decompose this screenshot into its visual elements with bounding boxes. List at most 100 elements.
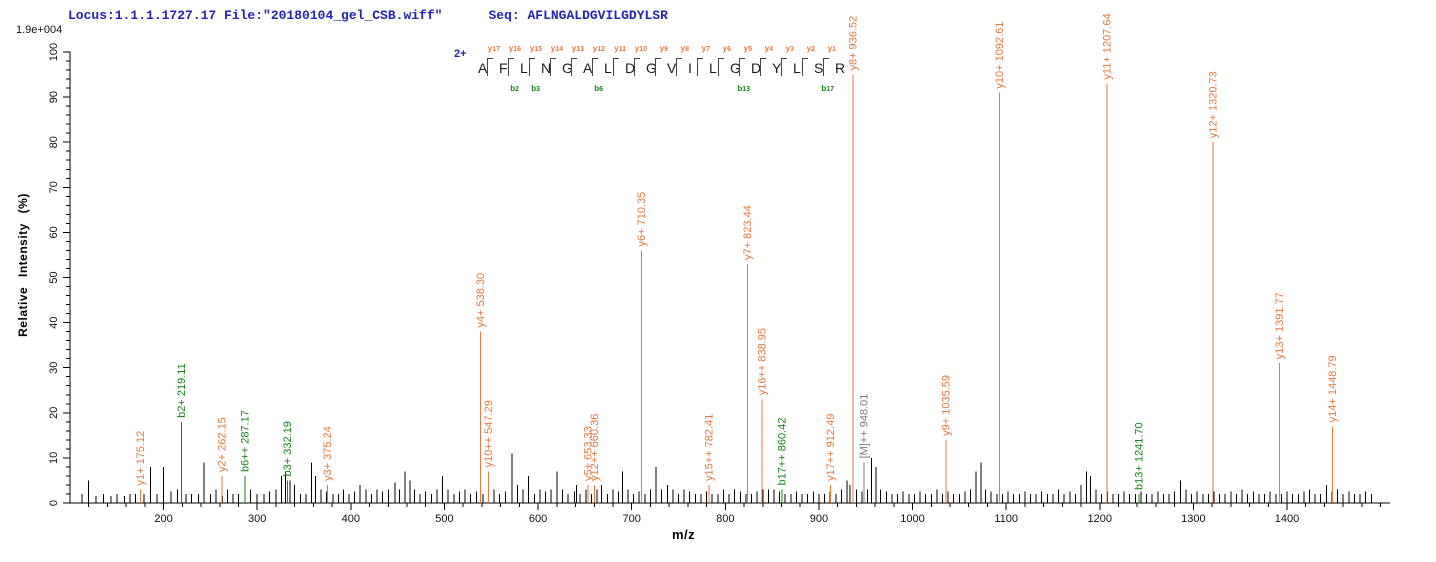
b-ion-ladder-label: b2 bbox=[510, 84, 519, 93]
residue-letter: V bbox=[667, 60, 677, 76]
fragment-peak-label: y9+ 1035.59 bbox=[940, 375, 952, 436]
ion-number: 14 bbox=[555, 46, 563, 53]
y-ion-ladder-label: y4 bbox=[764, 44, 773, 53]
fragment-boundary-mark bbox=[634, 58, 640, 76]
x-axis-title: m/z bbox=[672, 527, 696, 542]
fragment-peak-label: y16++ 838.95 bbox=[756, 328, 768, 395]
fragment-boundary-mark bbox=[508, 58, 514, 76]
fragment-peak-label: y14+ 1448.79 bbox=[1327, 355, 1339, 422]
ion-number: 2 bbox=[515, 86, 519, 93]
x-tick-label: 1100 bbox=[994, 513, 1018, 525]
sequence-text: Seq: AFLNGALDGVILGDYLSR bbox=[488, 8, 668, 23]
ion-number: 1 bbox=[832, 46, 836, 53]
y-ion-ladder-label: y8 bbox=[680, 44, 689, 53]
fragment-peak-label: y1+ 175.12 bbox=[135, 431, 147, 486]
fragment-boundary-mark bbox=[676, 58, 682, 76]
fragment-peak-label: y7+ 823.44 bbox=[742, 205, 754, 260]
ion-number: 17 bbox=[492, 46, 500, 53]
x-tick-label: 1000 bbox=[900, 513, 924, 525]
y-tick-label: 40 bbox=[48, 316, 60, 328]
ion-number: 8 bbox=[685, 46, 689, 53]
y-ion-ladder-label: y14 bbox=[550, 44, 563, 53]
fragment-peak-label: [M]++ 948.01 bbox=[858, 394, 870, 459]
ion-number: 15 bbox=[534, 46, 542, 53]
x-tick-label: 600 bbox=[529, 513, 547, 525]
y-tick-label: 90 bbox=[48, 91, 60, 103]
x-tick-label: 500 bbox=[435, 513, 453, 525]
ion-number: 10 bbox=[639, 46, 647, 53]
fragment-peak-label: b17++ 860.42 bbox=[776, 418, 788, 486]
residue-letter: D bbox=[751, 60, 762, 76]
fragment-peak-label: y4+ 538.30 bbox=[475, 273, 487, 328]
residue-letter: L bbox=[709, 60, 717, 76]
residue-letter: G bbox=[562, 60, 573, 76]
fragment-peak-label: y8+ 936.52 bbox=[848, 16, 860, 71]
residue-letter: A bbox=[478, 60, 488, 76]
fragment-boundary-mark bbox=[697, 58, 703, 76]
fragment-boundary-mark bbox=[760, 58, 766, 76]
fragment-boundary-mark bbox=[571, 58, 577, 76]
y-ion-ladder-label: y11 bbox=[614, 44, 626, 53]
y-ion-ladder-label: y1 bbox=[827, 44, 836, 53]
fragment-peak-label: b13+ 1241.70 bbox=[1133, 422, 1145, 490]
precursor-charge-label: 2+ bbox=[454, 48, 467, 60]
x-tick-label: 200 bbox=[154, 513, 172, 525]
y-tick-label: 0 bbox=[48, 500, 60, 506]
fragment-boundary-mark bbox=[781, 58, 787, 76]
y-ion-ladder-label: y12 bbox=[592, 44, 605, 53]
fragment-peak-label: y12++ 660.36 bbox=[589, 414, 601, 481]
ion-number: 2 bbox=[811, 46, 815, 53]
y-ion-ladder-label: y6 bbox=[722, 44, 731, 53]
residue-letter: G bbox=[646, 60, 657, 76]
fragment-boundary-mark bbox=[718, 58, 724, 76]
y-tick-label: 100 bbox=[48, 43, 60, 61]
residue-letter: G bbox=[730, 60, 741, 76]
b-ion-ladder-label: b13 bbox=[737, 84, 750, 93]
residue-letter: L bbox=[604, 60, 612, 76]
ion-number: 6 bbox=[727, 46, 731, 53]
fragment-peak-label: b6++ 287.17 bbox=[240, 410, 252, 472]
fragment-peak-label: y10++ 547.29 bbox=[483, 400, 495, 467]
fragment-peak-label: y2+ 262.15 bbox=[216, 417, 228, 472]
y-ion-ladder-label: y16 bbox=[508, 44, 521, 53]
fragment-peak-label: y3+ 375.24 bbox=[322, 426, 334, 481]
residue-letter: Y bbox=[772, 60, 782, 76]
y-ion-ladder-label: y3 bbox=[785, 44, 794, 53]
residue-letter: I bbox=[688, 60, 692, 76]
b-ion-ladder-label: b17 bbox=[821, 84, 834, 93]
y-ion-ladder-label: y9 bbox=[659, 44, 668, 53]
ion-number: 13 bbox=[742, 86, 750, 93]
fragment-peak-label: y13+ 1391.77 bbox=[1274, 292, 1286, 359]
fragment-peak-label: y12+ 1320.73 bbox=[1207, 71, 1219, 138]
base-peak-intensity: 1.9e+004 bbox=[16, 24, 63, 36]
y-ion-ladder-label: y15 bbox=[529, 44, 542, 53]
y-ion-ladder-label: y10 bbox=[634, 44, 647, 53]
spectrum-header: Locus:1.1.1.1727.17 File:"20180104_gel_C… bbox=[68, 8, 668, 23]
x-tick-label: 400 bbox=[342, 513, 360, 525]
y-tick-label: 50 bbox=[48, 271, 60, 283]
ion-number: 11 bbox=[618, 46, 626, 53]
y-tick-label: 80 bbox=[48, 136, 60, 148]
x-tick-label: 900 bbox=[810, 513, 828, 525]
b-ion-ladder-label: b3 bbox=[531, 84, 540, 93]
ion-number: 3 bbox=[536, 86, 540, 93]
x-tick-label: 1400 bbox=[1275, 513, 1299, 525]
fragment-boundary-mark bbox=[550, 58, 556, 76]
y-tick-label: 70 bbox=[48, 181, 60, 193]
ion-number: 16 bbox=[513, 46, 521, 53]
